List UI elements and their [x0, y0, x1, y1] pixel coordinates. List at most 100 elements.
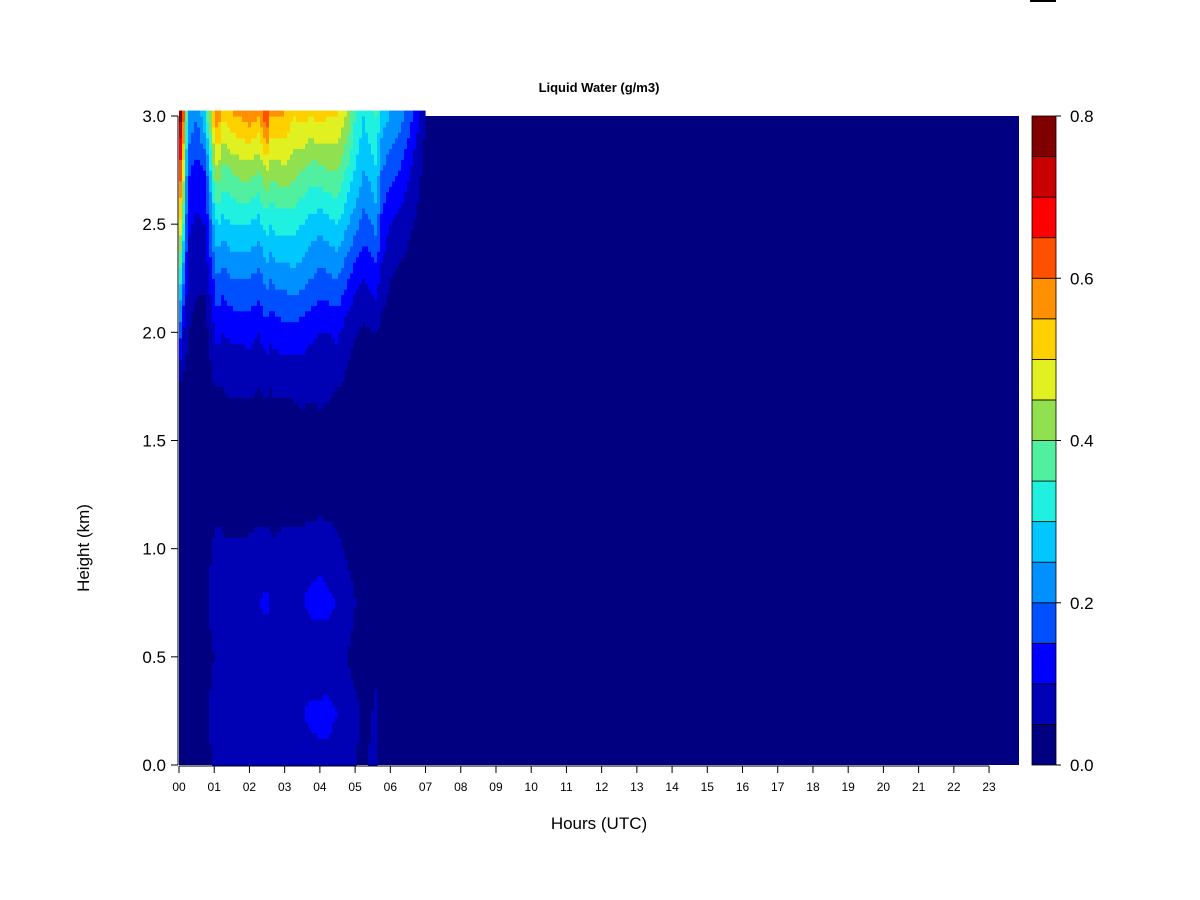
heatmap-cell [290, 251, 294, 258]
heatmap-cell [230, 251, 234, 258]
heatmap-cell [233, 370, 237, 377]
heatmap-cell [239, 267, 243, 274]
heatmap-cell [227, 700, 231, 707]
heatmap-cell [263, 651, 267, 658]
heatmap-cell [353, 316, 357, 323]
heatmap-cell [251, 278, 255, 285]
heatmap-cell [224, 548, 228, 555]
heatmap-cell [335, 591, 339, 598]
heatmap-cell [281, 743, 285, 750]
heatmap-cell [296, 683, 300, 690]
heatmap-cell [242, 570, 246, 577]
heatmap-cell [305, 110, 309, 117]
heatmap-cell [260, 381, 264, 388]
heatmap-cell [341, 748, 345, 755]
heatmap-cell [260, 640, 264, 647]
heatmap-cell [212, 678, 216, 685]
heatmap-cell [314, 656, 318, 663]
heatmap-cell [323, 186, 327, 193]
heatmap-cell [311, 754, 315, 761]
heatmap-cell [215, 359, 219, 366]
heatmap-cell [323, 375, 327, 382]
heatmap-cell [278, 207, 282, 214]
heatmap-cell [263, 316, 267, 323]
heatmap-cell [305, 391, 309, 398]
heatmap-cell [335, 186, 339, 193]
heatmap-cell [278, 224, 282, 231]
heatmap-cell [206, 159, 210, 166]
heatmap-cell [344, 689, 348, 696]
heatmap-cell [284, 537, 288, 544]
heatmap-cell [251, 191, 255, 198]
heatmap-cell [299, 705, 303, 712]
heatmap-cell [242, 608, 246, 615]
heatmap-cell [311, 521, 315, 528]
heatmap-cell [224, 554, 228, 561]
heatmap-cell [215, 256, 219, 263]
heatmap-cell [332, 278, 336, 285]
heatmap-cell [347, 321, 351, 328]
heatmap-cell [179, 132, 183, 139]
heatmap-cell [329, 710, 333, 717]
heatmap-cell [197, 175, 201, 182]
heatmap-cell [251, 716, 255, 723]
heatmap-cell [317, 667, 321, 674]
heatmap-cell [278, 581, 282, 588]
heatmap-cell [314, 721, 318, 728]
heatmap-cell [218, 116, 222, 123]
heatmap-cell [311, 397, 315, 404]
heatmap-cell [209, 305, 213, 312]
heatmap-cell [242, 289, 246, 296]
heatmap-cell [257, 170, 261, 177]
heatmap-cell [188, 262, 192, 269]
heatmap-cell [230, 337, 234, 344]
heatmap-cell [260, 159, 264, 166]
heatmap-cell [215, 191, 219, 198]
heatmap-cell [308, 662, 312, 669]
heatmap-cell [248, 716, 252, 723]
heatmap-cell [344, 175, 348, 182]
heatmap-cell [185, 256, 189, 263]
heatmap-cell [320, 348, 324, 355]
heatmap-cell [224, 126, 228, 133]
heatmap-cell [227, 224, 231, 231]
heatmap-cell [287, 213, 291, 220]
heatmap-cell [281, 673, 285, 680]
heatmap-cell [293, 326, 297, 333]
heatmap-cell [263, 721, 267, 728]
corner-mark [1030, 0, 1056, 2]
heatmap-cell [209, 337, 213, 344]
heatmap-cell [296, 321, 300, 328]
heatmap-cell [260, 608, 264, 615]
heatmap-cell [320, 224, 324, 231]
heatmap-cell [290, 180, 294, 187]
heatmap-cell [200, 121, 204, 128]
heatmap-cell [263, 278, 267, 285]
heatmap-cell [185, 170, 189, 177]
heatmap-cell [236, 186, 240, 193]
heatmap-cell [305, 629, 309, 636]
heatmap-cell [275, 635, 279, 642]
heatmap-cell [221, 618, 225, 625]
heatmap-cell [224, 727, 228, 734]
heatmap-cell [326, 321, 330, 328]
heatmap-cell [269, 597, 273, 604]
heatmap-cell [257, 326, 261, 333]
heatmap-cell [341, 613, 345, 620]
heatmap-cell [272, 646, 276, 653]
heatmap-cell [263, 678, 267, 685]
heatmap-cell [278, 321, 282, 328]
heatmap-cell [311, 289, 315, 296]
heatmap-cell [239, 667, 243, 674]
heatmap-cell [329, 754, 333, 761]
heatmap-cell [269, 110, 273, 117]
heatmap-cell [257, 759, 261, 766]
heatmap-cell [230, 554, 234, 561]
heatmap-cell [242, 673, 246, 680]
heatmap-cell [260, 710, 264, 717]
heatmap-cell [275, 278, 279, 285]
heatmap-cell [239, 381, 243, 388]
heatmap-cell [218, 240, 222, 247]
heatmap-cell [296, 267, 300, 274]
heatmap-cell [218, 700, 222, 707]
